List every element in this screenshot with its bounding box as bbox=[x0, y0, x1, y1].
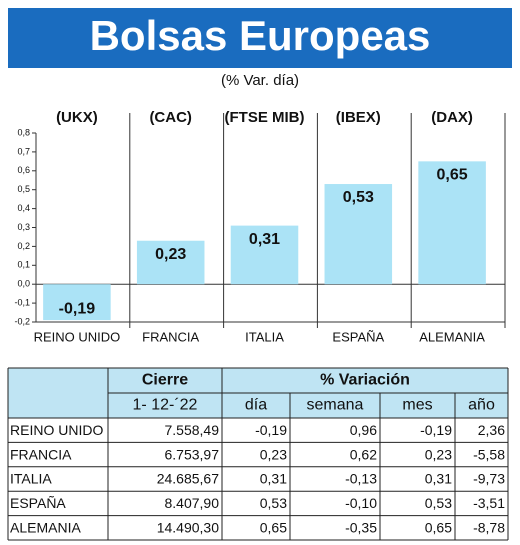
table-cell: 0,96 bbox=[350, 422, 377, 438]
y-tick-label: 0,5 bbox=[17, 184, 30, 194]
table-cell: ESPAÑA bbox=[10, 495, 66, 511]
table-cell: 0,65 bbox=[260, 520, 287, 536]
table-subheader: mes bbox=[402, 397, 432, 414]
table-cell: 0,53 bbox=[425, 495, 452, 511]
table-cell: -0,19 bbox=[255, 422, 287, 438]
index-label: (FTSE MIB) bbox=[225, 109, 305, 126]
x-tick-label: ALEMANIA bbox=[419, 329, 485, 344]
table-cell: -0,13 bbox=[345, 471, 377, 487]
y-tick-label: 0,7 bbox=[17, 146, 30, 156]
table-cell: 24.685,67 bbox=[157, 471, 219, 487]
bar bbox=[136, 240, 205, 285]
table-cell: -0,19 bbox=[420, 422, 452, 438]
index-label: (DAX) bbox=[431, 109, 473, 126]
bar bbox=[418, 161, 486, 285]
chart-subtitle: (% Var. día) bbox=[221, 72, 299, 89]
x-tick-label: FRANCIA bbox=[142, 329, 199, 344]
value-label: -0,19 bbox=[59, 300, 96, 317]
index-label: (IBEX) bbox=[336, 109, 381, 126]
table-subheader: día bbox=[245, 397, 267, 414]
x-tick-label: REINO UNIDO bbox=[34, 329, 121, 344]
bar bbox=[230, 225, 299, 285]
index-label: (CAC) bbox=[149, 109, 192, 126]
x-tick-label: ITALIA bbox=[245, 329, 284, 344]
y-tick-label: 0,4 bbox=[17, 203, 30, 213]
chart-title: Bolsas Europeas bbox=[90, 12, 431, 59]
title-band bbox=[8, 8, 512, 68]
table-cell: -3,51 bbox=[473, 495, 505, 511]
y-tick-label: 0,1 bbox=[17, 260, 30, 270]
y-tick-label: 0,2 bbox=[17, 241, 30, 251]
table-cell: ITALIA bbox=[10, 471, 52, 487]
index-label: (UKX) bbox=[56, 109, 98, 126]
table-cell: REINO UNIDO bbox=[10, 422, 103, 438]
table-cell: 0,23 bbox=[425, 446, 452, 462]
table-header: Cierre bbox=[142, 372, 188, 389]
table-cell: 0,31 bbox=[260, 471, 287, 487]
table-cell: 14.490,30 bbox=[157, 520, 219, 536]
y-tick-label: -0,2 bbox=[14, 316, 30, 326]
table-cell: 0,31 bbox=[425, 471, 452, 487]
table-cell: 0,23 bbox=[260, 446, 287, 462]
x-tick-label: ESPAÑA bbox=[332, 329, 384, 344]
table-subheader: semana bbox=[307, 397, 364, 414]
y-tick-label: 0,8 bbox=[17, 127, 30, 137]
table-cell: 7.558,49 bbox=[165, 422, 220, 438]
table-cell: -0,35 bbox=[345, 520, 377, 536]
value-label: 0,65 bbox=[437, 167, 468, 184]
table-cell: -0,10 bbox=[345, 495, 377, 511]
table-cell: 2,36 bbox=[478, 422, 505, 438]
table-cell: -5,58 bbox=[473, 446, 505, 462]
table-cell: 6.753,97 bbox=[165, 446, 220, 462]
table-cell: 0,53 bbox=[260, 495, 287, 511]
value-label: 0,53 bbox=[343, 189, 374, 206]
table-cell: -9,73 bbox=[473, 471, 505, 487]
value-label: 0,23 bbox=[155, 246, 186, 263]
table-cell: FRANCIA bbox=[10, 446, 72, 462]
y-tick-label: -0,1 bbox=[14, 297, 30, 307]
table-cell: 0,62 bbox=[350, 446, 377, 462]
table-header: % Variación bbox=[320, 372, 410, 389]
y-tick-label: 0,0 bbox=[17, 279, 30, 289]
bar bbox=[43, 284, 111, 321]
y-tick-label: 0,6 bbox=[17, 165, 30, 175]
table-subheader: 1- 12-´22 bbox=[133, 397, 198, 414]
table-cell: 8.407,90 bbox=[165, 495, 220, 511]
table-cell: 0,65 bbox=[425, 520, 452, 536]
table-cell: ALEMANIA bbox=[10, 520, 81, 536]
table-subheader: año bbox=[468, 397, 495, 414]
bar bbox=[324, 184, 393, 285]
table-cell: -8,78 bbox=[473, 520, 505, 536]
value-label: 0,31 bbox=[249, 231, 280, 248]
y-tick-label: 0,3 bbox=[17, 222, 30, 232]
